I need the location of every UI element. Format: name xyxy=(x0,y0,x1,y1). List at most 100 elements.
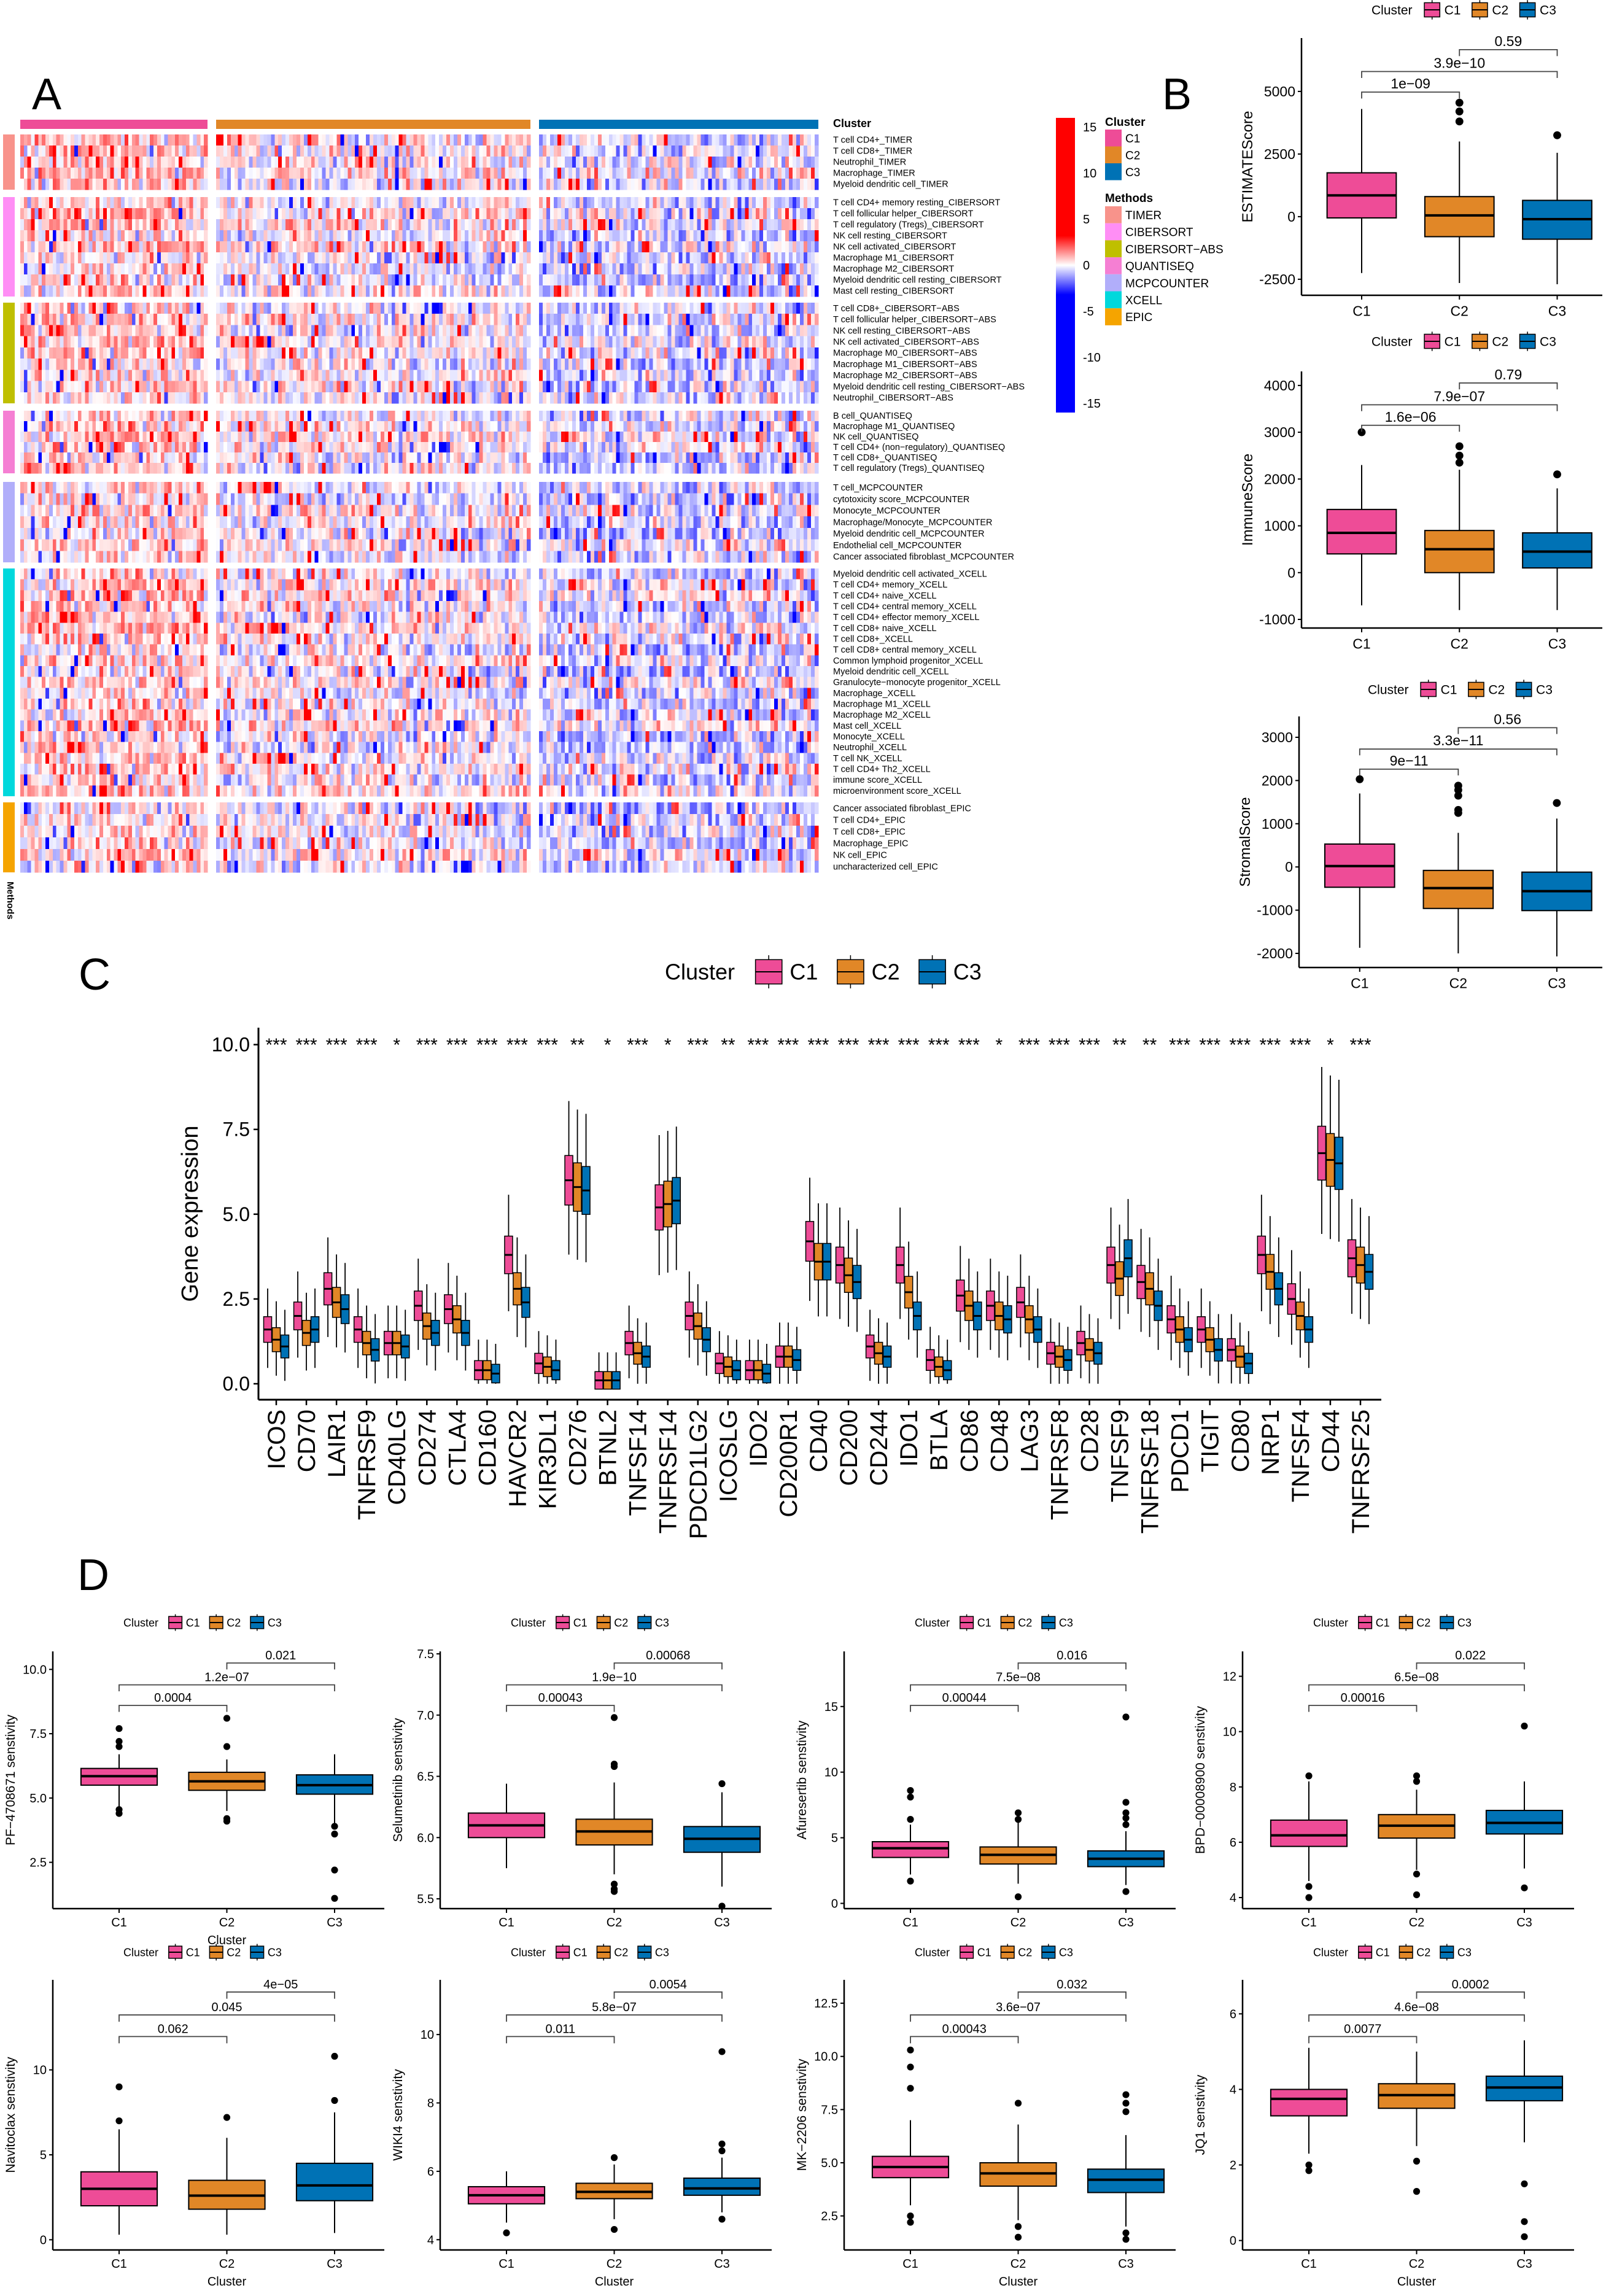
heatmap-cell xyxy=(274,303,278,314)
heatmap-cell xyxy=(200,359,204,370)
heatmap-cell xyxy=(512,252,516,263)
heatmap-cell xyxy=(565,157,568,168)
heatmap-cell xyxy=(594,314,598,325)
heatmap-cell xyxy=(620,274,624,285)
heatmap-cell xyxy=(136,145,139,157)
heatmap-cell xyxy=(381,303,384,314)
heatmap-cell xyxy=(157,241,161,252)
heatmap-cell xyxy=(182,252,186,263)
heatmap-cell xyxy=(668,325,672,336)
heatmap-cell xyxy=(53,263,56,274)
heatmap-cell xyxy=(635,145,638,157)
heatmap-cell xyxy=(793,145,796,157)
heatmap-cell xyxy=(679,392,683,404)
heatmap-cell xyxy=(175,252,179,263)
heatmap-cell xyxy=(737,314,741,325)
heatmap-cell xyxy=(723,392,726,404)
heatmap-cell xyxy=(807,252,811,263)
heatmap-cell xyxy=(561,241,565,252)
heatmap-cell xyxy=(631,370,635,381)
heatmap-cell xyxy=(74,285,78,297)
heatmap-cell xyxy=(539,303,543,314)
heatmap-cell xyxy=(235,314,238,325)
heatmap-cell xyxy=(351,208,355,219)
heatmap-cell xyxy=(789,145,793,157)
heatmap-cell xyxy=(609,274,613,285)
heatmap-cell xyxy=(260,381,263,393)
heatmap-cell xyxy=(246,241,249,252)
heatmap-cell xyxy=(554,230,557,241)
heatmap-cell xyxy=(804,241,807,252)
heatmap-cell xyxy=(613,359,616,370)
heatmap-cell xyxy=(487,157,491,168)
heatmap-cell xyxy=(512,303,516,314)
heatmap-cell xyxy=(450,325,454,336)
heatmap-cell xyxy=(583,263,587,274)
heatmap-cell xyxy=(653,370,657,381)
heatmap-cell xyxy=(381,208,384,219)
heatmap-cell xyxy=(186,263,190,274)
heatmap-cell xyxy=(580,347,583,359)
heatmap-cell xyxy=(487,197,491,208)
heatmap-cell xyxy=(414,314,417,325)
heatmap-cell xyxy=(424,381,428,393)
heatmap-cell xyxy=(31,411,35,421)
heatmap-cell xyxy=(491,274,494,285)
heatmap-cell xyxy=(424,241,428,252)
heatmap-cell xyxy=(78,157,82,168)
heatmap-cell xyxy=(293,303,297,314)
heatmap-cell xyxy=(450,359,454,370)
heatmap-cell xyxy=(344,134,347,145)
heatmap-cell xyxy=(793,370,796,381)
heatmap-cell xyxy=(88,314,92,325)
heatmap-cell xyxy=(282,168,285,179)
heatmap-cell xyxy=(730,252,734,263)
heatmap-cell xyxy=(811,134,815,145)
heatmap-cell xyxy=(196,157,200,168)
heatmap-cell xyxy=(479,252,483,263)
heatmap-cell xyxy=(613,168,616,179)
heatmap-cell xyxy=(395,336,399,348)
heatmap-cell xyxy=(300,381,304,393)
heatmap-cell xyxy=(330,157,333,168)
heatmap-cell xyxy=(63,208,67,219)
heatmap-cell xyxy=(362,381,366,393)
heatmap-cell xyxy=(767,134,770,145)
heatmap-cell xyxy=(223,411,227,421)
heatmap-cell xyxy=(337,336,341,348)
heatmap-cell xyxy=(114,314,118,325)
heatmap-cell xyxy=(587,325,591,336)
heatmap-cell xyxy=(71,274,74,285)
heatmap-cell xyxy=(627,303,631,314)
heatmap-cell xyxy=(186,168,190,179)
heatmap-cell xyxy=(355,252,359,263)
heatmap-cell xyxy=(274,370,278,381)
heatmap-cell xyxy=(322,168,326,179)
heatmap-cell xyxy=(546,263,550,274)
heatmap-cell xyxy=(550,381,554,393)
heatmap-cell xyxy=(153,325,157,336)
heatmap-cell xyxy=(745,347,748,359)
heatmap-cell xyxy=(196,325,200,336)
heatmap-cell xyxy=(175,285,179,297)
heatmap-cell xyxy=(157,252,161,263)
heatmap-cell xyxy=(523,241,527,252)
heatmap-cell xyxy=(550,230,554,241)
heatmap-cell xyxy=(24,392,28,404)
heatmap-cell xyxy=(767,303,770,314)
heatmap-cell xyxy=(594,274,598,285)
heatmap-cell xyxy=(439,197,443,208)
heatmap-cell xyxy=(457,359,461,370)
heatmap-cell xyxy=(708,230,712,241)
heatmap-cell xyxy=(161,370,165,381)
heatmap-cell xyxy=(679,157,683,168)
heatmap-cell xyxy=(576,179,580,190)
heatmap-cell xyxy=(157,359,161,370)
heatmap-cell xyxy=(719,392,723,404)
heatmap-cell xyxy=(20,230,24,241)
heatmap-cell xyxy=(311,370,315,381)
heatmap-cell xyxy=(715,145,719,157)
heatmap-cell xyxy=(304,230,308,241)
heatmap-cell xyxy=(168,208,172,219)
heatmap-cell xyxy=(465,359,468,370)
